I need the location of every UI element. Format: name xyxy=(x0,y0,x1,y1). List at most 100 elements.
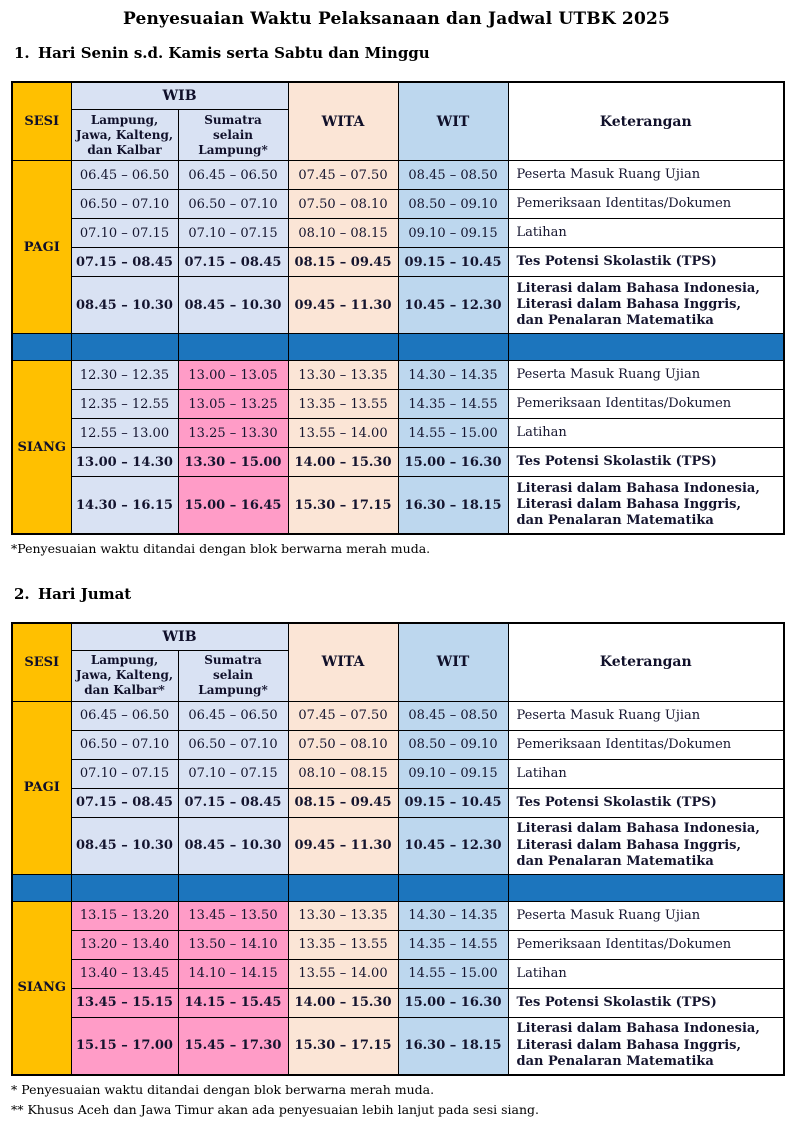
time-cell-wit: 09.15 – 10.45 xyxy=(397,247,509,277)
time-cell-wit: 14.55 – 15.00 xyxy=(397,418,509,448)
time-cell-wib1: 13.15 – 13.20 xyxy=(70,900,179,931)
time-cell-wib2: 08.45 – 10.30 xyxy=(177,276,289,334)
schedule-row: 08.45 – 10.30 08.45 – 10.30 09.45 – 11.30 1… xyxy=(12,276,785,334)
keterangan-cell: Latihan xyxy=(507,958,785,989)
keterangan-cell: Tes Potensi Skolastik (TPS) xyxy=(507,247,785,277)
time-cell-wit: 15.00 – 16.30 xyxy=(397,447,509,477)
time-cell-wit: 14.35 – 14.55 xyxy=(397,929,509,960)
time-cell-wib1: 06.45 – 06.50 xyxy=(70,160,179,190)
schedule-row: SIANG 12.30 – 12.35 13.00 – 13.05 13.30 – 1… xyxy=(11,360,785,535)
schedule-row: 13.45 – 15.15 14.15 – 15.45 14.00 – 15.30 1… xyxy=(12,987,785,1018)
header-keterangan: Keterangan xyxy=(507,81,785,161)
keterangan-cell: Latihan xyxy=(507,418,785,448)
header-wita: WITA xyxy=(287,622,399,702)
time-cell-wit: 08.50 – 09.10 xyxy=(397,729,509,760)
section-2-number: 2. xyxy=(14,584,30,603)
time-cell-wib2: 08.45 – 10.30 xyxy=(177,816,289,875)
session-label-siang: SIANG xyxy=(11,900,72,1076)
keterangan-cell: Literasi dalam Bahasa Indonesia, Literas… xyxy=(507,816,785,875)
schedule-row: PAGI 06.45 – 06.50 06.45 – 06.50 07.45 – 07… xyxy=(11,700,785,875)
time-cell-wit: 14.55 – 15.00 xyxy=(397,958,509,989)
schedule-row: 14.30 – 16.15 15.00 – 16.45 15.30 – 17.15 1… xyxy=(12,476,785,535)
time-cell-wib1: 06.45 – 06.50 xyxy=(70,700,179,731)
time-cell-wit: 09.15 – 10.45 xyxy=(397,787,509,818)
time-cell-wib1: 13.40 – 13.45 xyxy=(70,958,179,989)
time-cell-wita: 13.55 – 14.00 xyxy=(287,418,399,448)
time-cell-wib1: 14.30 – 16.15 xyxy=(70,476,179,535)
session-label-pagi: PAGI xyxy=(11,700,72,875)
separator-cell xyxy=(11,333,72,361)
separator-cell xyxy=(70,873,179,902)
keterangan-cell: Pemeriksaan Identitas/Dokumen xyxy=(507,389,785,419)
time-cell-wib2: 07.10 – 07.15 xyxy=(177,758,289,789)
separator-cell xyxy=(507,873,785,902)
time-cell-wit: 16.30 – 18.15 xyxy=(397,1016,509,1076)
header-wita: WITA xyxy=(287,81,399,161)
keterangan-cell: Latihan xyxy=(507,218,785,248)
separator-cell xyxy=(397,333,509,361)
section-1-title: Hari Senin s.d. Kamis serta Sabtu dan Mi… xyxy=(38,44,430,62)
keterangan-cell: Peserta Masuk Ruang Ujian xyxy=(507,160,785,190)
time-cell-wit: 15.00 – 16.30 xyxy=(397,987,509,1018)
time-cell-wit: 10.45 – 12.30 xyxy=(397,276,509,334)
schedule-row: 06.50 – 07.10 06.50 – 07.10 07.50 – 08.10 0… xyxy=(12,189,785,219)
time-cell-wita: 15.30 – 17.15 xyxy=(287,1016,399,1076)
schedule-table-weekday: SESI WIB WITA WIT Keterangan Lampung, Ja… xyxy=(11,81,786,535)
session-separator-row xyxy=(11,873,785,902)
time-cell-wib1: 13.00 – 14.30 xyxy=(70,447,179,477)
time-cell-wit: 14.30 – 14.35 xyxy=(397,900,509,931)
time-cell-wib1: 07.10 – 07.15 xyxy=(70,758,179,789)
separator-cell xyxy=(287,873,399,902)
time-cell-wib1: 06.50 – 07.10 xyxy=(70,729,179,760)
time-cell-wita: 07.45 – 07.50 xyxy=(287,160,399,190)
time-cell-wib2: 14.15 – 15.45 xyxy=(177,987,289,1018)
footnote-table-2-b: ** Khusus Aceh dan Jawa Timur akan ada p… xyxy=(11,1101,539,1117)
schedule-row: 13.40 – 13.45 14.10 – 14.15 13.55 – 14.00 1… xyxy=(12,958,785,989)
footnote-table-2-a: * Penyesuaian waktu ditandai dengan blok… xyxy=(11,1081,435,1097)
separator-cell xyxy=(397,873,509,902)
time-cell-wit: 16.30 – 18.15 xyxy=(397,476,509,535)
keterangan-cell: Peserta Masuk Ruang Ujian xyxy=(507,700,785,731)
header-wit: WIT xyxy=(397,622,509,702)
time-cell-wita: 13.30 – 13.35 xyxy=(287,900,399,931)
header-keterangan: Keterangan xyxy=(507,622,785,702)
keterangan-cell: Tes Potensi Skolastik (TPS) xyxy=(507,787,785,818)
time-cell-wib2: 13.45 – 13.50 xyxy=(177,900,289,931)
separator-cell xyxy=(70,333,179,361)
schedule-row: 07.15 – 08.45 07.15 – 08.45 08.15 – 09.45 0… xyxy=(12,787,785,818)
time-cell-wib1: 13.45 – 15.15 xyxy=(70,987,179,1018)
keterangan-cell: Pemeriksaan Identitas/Dokumen xyxy=(507,929,785,960)
time-cell-wita: 15.30 – 17.15 xyxy=(287,476,399,535)
schedule-row: 08.45 – 10.30 08.45 – 10.30 09.45 – 11.30 1… xyxy=(12,816,785,875)
time-cell-wib1: 07.15 – 08.45 xyxy=(70,787,179,818)
time-cell-wita: 13.35 – 13.55 xyxy=(287,929,399,960)
schedule-row: SIANG 13.15 – 13.20 13.45 – 13.50 13.30 – 1… xyxy=(11,900,785,1076)
time-cell-wib2: 07.15 – 08.45 xyxy=(177,247,289,277)
schedule-table-friday: SESI WIB WITA WIT Keterangan Lampung, Ja… xyxy=(11,621,786,1076)
time-cell-wib2: 06.45 – 06.50 xyxy=(177,700,289,731)
time-cell-wita: 13.30 – 13.35 xyxy=(287,360,399,390)
keterangan-cell: Literasi dalam Bahasa Indonesia, Literas… xyxy=(507,476,785,535)
schedule-row: 13.20 – 13.40 13.50 – 14.10 13.35 – 13.55 1… xyxy=(12,929,785,960)
time-cell-wib1: 08.45 – 10.30 xyxy=(70,816,179,875)
header-wib-region-2: Sumatra selain Lampung* xyxy=(177,109,289,161)
time-cell-wita: 07.45 – 07.50 xyxy=(287,700,399,731)
keterangan-cell: Tes Potensi Skolastik (TPS) xyxy=(507,447,785,477)
time-cell-wib1: 07.15 – 08.45 xyxy=(70,247,179,277)
time-cell-wib1: 06.50 – 07.10 xyxy=(70,189,179,219)
time-cell-wib2: 14.10 – 14.15 xyxy=(177,958,289,989)
time-cell-wit: 14.35 – 14.55 xyxy=(397,389,509,419)
time-cell-wita: 08.15 – 09.45 xyxy=(287,247,399,277)
time-cell-wit: 08.50 – 09.10 xyxy=(397,189,509,219)
time-cell-wib1: 13.20 – 13.40 xyxy=(70,929,179,960)
time-cell-wita: 08.10 – 08.15 xyxy=(287,758,399,789)
schedule-row: 12.55 – 13.00 13.25 – 13.30 13.55 – 14.00 1… xyxy=(12,418,785,448)
time-cell-wib2: 06.50 – 07.10 xyxy=(177,729,289,760)
page-title: Penyesuaian Waktu Pelaksanaan dan Jadwal… xyxy=(122,9,671,29)
footnote-table-1: *Penyesuaian waktu ditandai dengan blok … xyxy=(11,541,431,556)
time-cell-wita: 14.00 – 15.30 xyxy=(287,987,399,1018)
time-cell-wib2: 13.50 – 14.10 xyxy=(177,929,289,960)
time-cell-wib1: 07.10 – 07.15 xyxy=(70,218,179,248)
time-cell-wib1: 12.30 – 12.35 xyxy=(70,360,179,390)
